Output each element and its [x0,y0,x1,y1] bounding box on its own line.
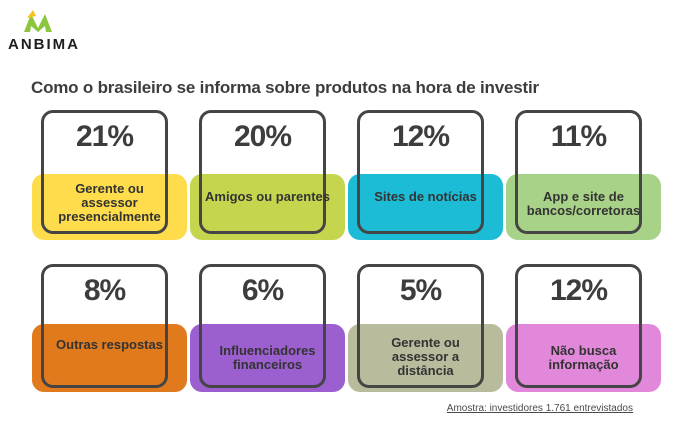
stat-card-amigos: 20% Amigos ou parentes [190,110,345,242]
stat-card-gerente-distancia: 5% Gerente ou assessor a distância [348,264,503,396]
card-percentage: 8% [83,274,126,307]
card-label: Sites de notícias [374,189,477,204]
card-label: Influenciadores financeiros [219,343,316,372]
card-percentage: 5% [399,274,442,307]
card-label: Gerente ou assessor presencialmente [58,181,161,224]
card-frame [357,264,484,388]
card-percentage: 12% [549,274,608,307]
card-frame [515,264,642,388]
card-percentage: 12% [391,120,450,153]
card-frame [199,264,326,388]
card-frame [41,110,168,234]
card-frame [515,110,642,234]
stat-card-app-bancos: 11% App e site de bancos/corretoras [506,110,661,242]
anbima-logo-icon [24,10,52,32]
card-label: Amigos ou parentes [205,189,330,204]
stat-card-influenciadores: 6% Influenciadores financeiros [190,264,345,396]
logo-text: ANBIMA [8,36,80,53]
page-title: Como o brasileiro se informa sobre produ… [31,78,539,97]
anbima-logo: ANBIMA [8,10,88,53]
card-percentage: 20% [233,120,292,153]
card-label: Outras respostas [56,337,163,352]
card-label: Não busca informação [548,343,619,372]
card-frame [199,110,326,234]
card-percentage: 11% [550,120,607,153]
stat-card-outras: 8% Outras respostas [32,264,187,396]
stat-card-sites-noticias: 12% Sites de notícias [348,110,503,242]
card-frame [357,110,484,234]
card-percentage: 21% [75,120,134,153]
card-frame [41,264,168,388]
stat-card-nao-busca: 12% Não busca informação [506,264,661,396]
card-label: Gerente ou assessor a distância [391,335,460,378]
card-label: App e site de bancos/corretoras [526,189,641,218]
card-percentage: 6% [241,274,284,307]
sample-footnote: Amostra: investidores 1.761 entrevistado… [446,403,633,414]
stat-card-gerente-presencial: 21% Gerente ou assessor presencialmente [32,110,187,242]
